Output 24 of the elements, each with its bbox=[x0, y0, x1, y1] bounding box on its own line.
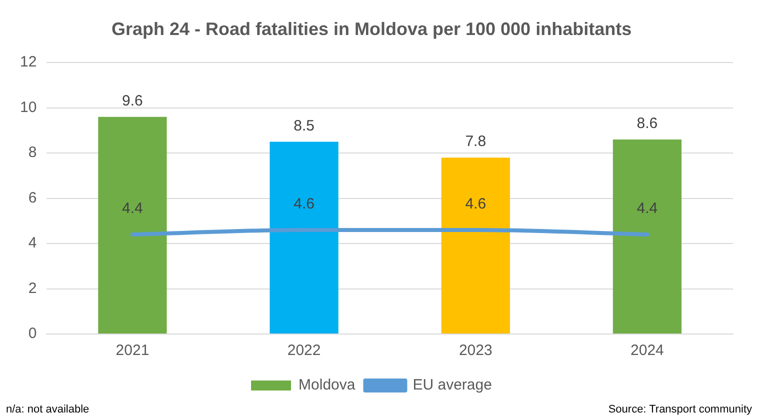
x-tick-label: 2024 bbox=[630, 342, 664, 360]
chart-title: Graph 24 - Road fatalities in Moldova per 100 000 inhabitants bbox=[111, 18, 632, 39]
legend-label: Moldova bbox=[298, 376, 356, 394]
y-tick-label: 4 bbox=[28, 234, 37, 252]
data-label: 4.6 bbox=[465, 196, 486, 213]
data-label: 9.6 bbox=[122, 92, 143, 110]
y-tick-label: 0 bbox=[28, 325, 37, 342]
data-label: 4.6 bbox=[294, 196, 314, 213]
data-label: 8.5 bbox=[294, 117, 314, 134]
legend-label: EU average bbox=[412, 376, 492, 394]
source-note: Source: Transport community bbox=[608, 404, 752, 416]
x-tick-label: 2022 bbox=[287, 342, 321, 360]
x-tick-label: 2023 bbox=[458, 342, 492, 360]
y-tick-label: 2 bbox=[28, 280, 37, 297]
y-tick-label: 8 bbox=[28, 144, 37, 162]
data-label: 4.4 bbox=[122, 200, 143, 218]
x-tick-label: 2021 bbox=[116, 342, 150, 360]
y-tick-label: 6 bbox=[28, 189, 37, 206]
data-label: 4.4 bbox=[636, 200, 658, 218]
data-label: 7.8 bbox=[465, 133, 486, 150]
text: n/a: not available bbox=[6, 404, 90, 416]
data-label: 8.6 bbox=[636, 115, 658, 132]
y-tick-label: 10 bbox=[20, 98, 37, 116]
y-tick-label: 12 bbox=[20, 54, 37, 71]
